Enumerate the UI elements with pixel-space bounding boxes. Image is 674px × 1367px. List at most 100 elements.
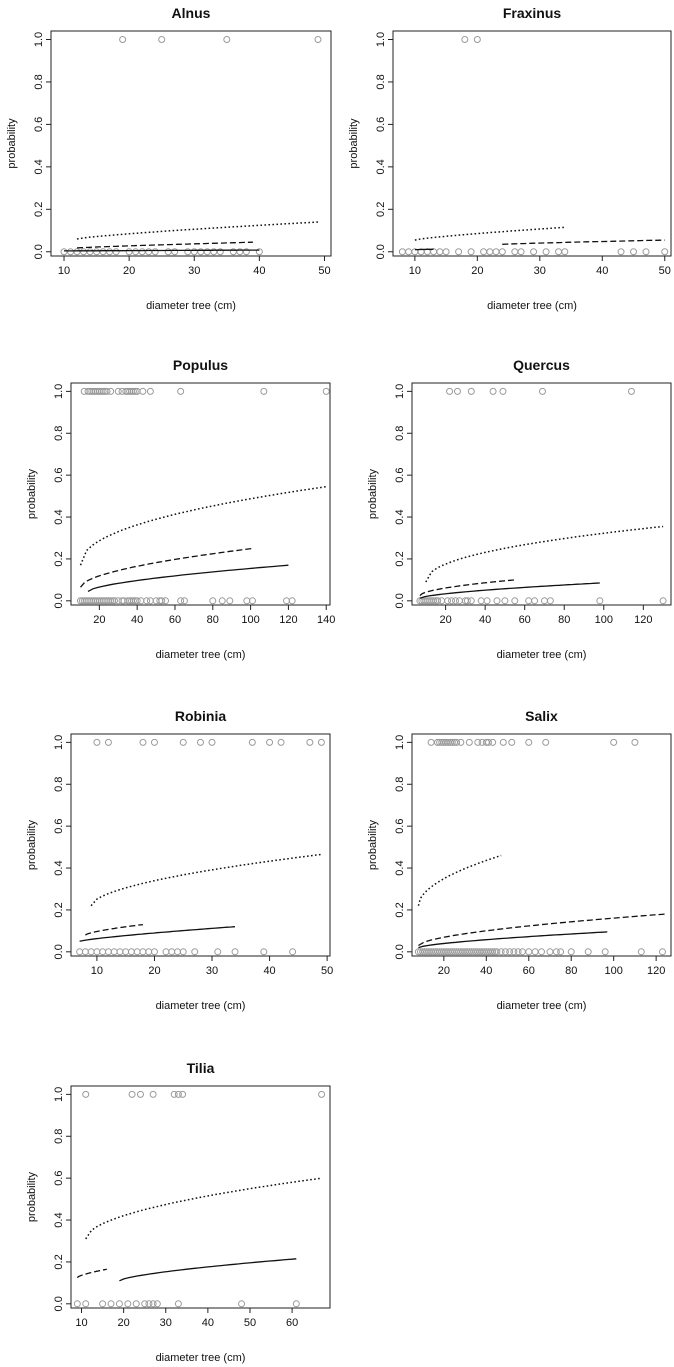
y-tick-label: 0.8 bbox=[53, 426, 65, 441]
x-tick-label: 80 bbox=[207, 614, 219, 626]
y-tick-label: 0.0 bbox=[53, 1296, 65, 1311]
data-point bbox=[133, 597, 141, 605]
panel-quercus: Quercus 20 40 60 80 100 120 0.0 0.2 0.4 0.6 0.8 1.0 d… bbox=[367, 357, 672, 661]
data-point bbox=[179, 1090, 187, 1098]
data-point bbox=[150, 948, 158, 956]
x-tick-label: 140 bbox=[317, 614, 335, 626]
data-point bbox=[473, 35, 481, 43]
y-tick-label: 0.8 bbox=[375, 74, 387, 89]
panel-title: Tilia bbox=[187, 1060, 215, 1076]
data-point bbox=[110, 597, 118, 605]
data-point bbox=[511, 597, 519, 605]
y-tick-label: 0.2 bbox=[33, 202, 45, 217]
panel-salix: Salix 20 40 60 80 100 120 0.0 0.2 0.4 0.6 0.8 1.0 dia… bbox=[367, 708, 672, 1012]
data-point bbox=[153, 1300, 161, 1308]
data-point bbox=[427, 738, 435, 746]
data-point bbox=[128, 1090, 136, 1098]
data-point bbox=[93, 738, 101, 746]
data-point bbox=[538, 948, 545, 956]
data-point bbox=[455, 248, 463, 256]
data-point bbox=[179, 948, 187, 956]
y-axis-label: probability bbox=[6, 118, 18, 169]
data-point bbox=[210, 248, 218, 256]
y-tick-label: 0.2 bbox=[394, 902, 406, 917]
dashed-curve bbox=[418, 913, 665, 947]
dotted-curve bbox=[76, 221, 319, 240]
dashed-curve bbox=[85, 923, 143, 936]
data-point bbox=[139, 948, 147, 956]
data-point bbox=[467, 387, 475, 395]
x-tick-label: 80 bbox=[558, 614, 570, 626]
y-tick-label: 0.8 bbox=[33, 74, 45, 89]
panel-title: Populus bbox=[173, 357, 228, 373]
y-tick-label: 0.6 bbox=[53, 1171, 65, 1186]
data-point bbox=[171, 248, 179, 256]
data-point bbox=[525, 597, 533, 605]
data-point bbox=[67, 248, 75, 256]
y-tick-label: 0.4 bbox=[53, 509, 65, 524]
y-tick-label: 0.4 bbox=[375, 159, 387, 174]
y-tick-label: 0.8 bbox=[394, 426, 406, 441]
y-axis-label: probability bbox=[26, 468, 38, 519]
data-point bbox=[145, 948, 153, 956]
dotted-curve bbox=[90, 853, 322, 907]
x-tick-label: 50 bbox=[321, 965, 333, 977]
data-point bbox=[627, 387, 635, 395]
data-point bbox=[203, 248, 211, 256]
data-point bbox=[448, 738, 456, 746]
y-tick-label: 1.0 bbox=[33, 32, 45, 47]
data-point bbox=[112, 248, 120, 256]
y-tick-label: 1.0 bbox=[53, 1087, 65, 1102]
y-tick-label: 0.0 bbox=[375, 244, 387, 259]
y-tick-label: 0.0 bbox=[394, 593, 406, 608]
x-tick-label: 20 bbox=[123, 265, 135, 277]
data-point bbox=[158, 597, 166, 605]
data-point bbox=[184, 248, 192, 256]
data-point bbox=[73, 248, 81, 256]
data-point bbox=[517, 248, 525, 256]
data-point bbox=[255, 248, 263, 256]
y-tick-label: 0.4 bbox=[33, 159, 45, 174]
x-tick-label: 10 bbox=[409, 265, 421, 277]
x-tick-label: 40 bbox=[263, 965, 275, 977]
data-point bbox=[451, 597, 459, 605]
data-point bbox=[465, 738, 473, 746]
data-point bbox=[292, 1300, 300, 1308]
data-point bbox=[314, 35, 322, 43]
y-tick-label: 1.0 bbox=[375, 32, 387, 47]
data-point bbox=[87, 948, 95, 956]
data-point bbox=[531, 948, 539, 956]
solid-curve bbox=[79, 926, 236, 942]
solid-curve bbox=[87, 564, 289, 592]
x-tick-label: 100 bbox=[605, 965, 623, 977]
plot-frame bbox=[70, 733, 331, 957]
data-point bbox=[197, 248, 205, 256]
y-tick-label: 0.6 bbox=[53, 468, 65, 483]
data-point bbox=[448, 597, 456, 605]
data-point bbox=[518, 948, 526, 956]
x-tick-label: 50 bbox=[659, 265, 671, 277]
data-point bbox=[248, 738, 256, 746]
data-point bbox=[216, 248, 224, 256]
data-point bbox=[168, 948, 176, 956]
data-point bbox=[146, 597, 154, 605]
data-point bbox=[493, 948, 501, 956]
x-tick-label: 80 bbox=[565, 965, 577, 977]
data-point bbox=[455, 597, 463, 605]
data-point bbox=[436, 248, 444, 256]
data-point bbox=[489, 387, 497, 395]
data-point bbox=[514, 948, 522, 956]
data-point bbox=[223, 35, 231, 43]
y-tick-label: 1.0 bbox=[394, 735, 406, 750]
data-point bbox=[457, 738, 465, 746]
y-tick-label: 0.8 bbox=[394, 777, 406, 792]
panel-title: Robinia bbox=[175, 708, 227, 724]
solid-curve bbox=[119, 1258, 297, 1282]
data-point bbox=[129, 597, 137, 605]
data-point bbox=[116, 948, 124, 956]
data-point bbox=[467, 248, 475, 256]
data-point bbox=[617, 248, 625, 256]
dotted-curve bbox=[79, 485, 327, 566]
dashed-curve bbox=[502, 239, 665, 245]
